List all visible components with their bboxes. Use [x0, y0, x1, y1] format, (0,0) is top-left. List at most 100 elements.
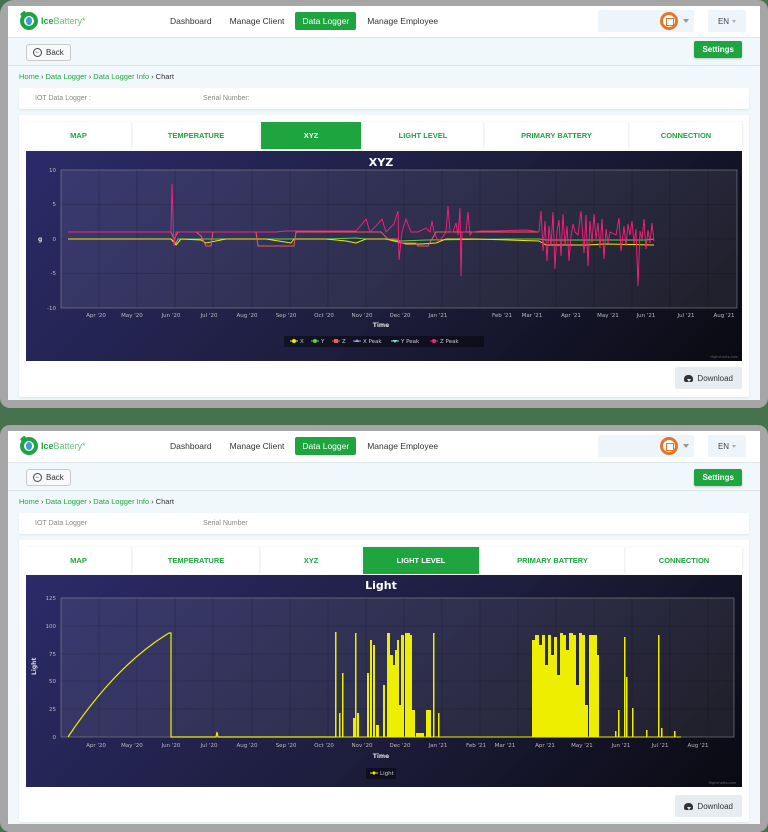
breadcrumb-data-logger-info[interactable]: Data Logger Info [93, 72, 150, 81]
legend-items: X Y Z X Peak Y Peak Z Peak [290, 339, 459, 345]
action-bar: ← Back Settings [8, 463, 760, 491]
legend-item-z-peak[interactable]: Z Peak [430, 339, 459, 345]
download-label: Download [697, 373, 733, 383]
logo[interactable]: IceBattery* [19, 435, 86, 455]
light-chart-svg: Light 125 100 75 [31, 579, 737, 785]
cloud-download-icon [684, 374, 694, 382]
xyz-chart[interactable]: XYZ 10 5 0 -5 [26, 151, 742, 361]
svg-text:X Peak: X Peak [363, 339, 382, 345]
nav-data-logger[interactable]: Data Logger [295, 12, 357, 30]
logo-mark: * [82, 441, 86, 451]
logo-mark: * [82, 16, 86, 26]
settings-button[interactable]: Settings [694, 41, 742, 58]
back-label: Back [46, 48, 64, 57]
y-axis-labels: 125 100 75 50 25 0 [46, 596, 57, 741]
tab-primary-battery[interactable]: PRIMARY BATTERY [481, 547, 624, 574]
legend-item-y-peak[interactable]: Y Peak [391, 339, 420, 345]
breadcrumb-home[interactable]: Home [19, 497, 40, 506]
svg-text:Z Peak: Z Peak [440, 339, 459, 345]
tab-xyz[interactable]: XYZ [261, 122, 361, 149]
settings-button[interactable]: Settings [694, 469, 742, 486]
svg-text:Jun '21: Jun '21 [636, 313, 656, 319]
nav-dashboard[interactable]: Dashboard [170, 16, 212, 26]
nav-manage-client[interactable]: Manage Client [229, 16, 285, 26]
legend-item-y[interactable]: Y [311, 339, 325, 345]
svg-text:Oct '20: Oct '20 [314, 313, 334, 319]
tab-connection[interactable]: CONNECTION [626, 547, 742, 574]
svg-text:Jun '21: Jun '21 [611, 743, 631, 749]
tab-primary-battery[interactable]: PRIMARY BATTERY [485, 122, 628, 149]
user-menu[interactable] [598, 10, 694, 32]
svg-text:0: 0 [53, 237, 57, 243]
tab-light-level[interactable]: LIGHT LEVEL [363, 547, 479, 574]
nav-manage-employee[interactable]: Manage Employee [367, 16, 439, 26]
x-axis-labels: Apr '20 May '20 Jun '20 Jul '20 Aug '20 … [86, 313, 734, 319]
arrow-left-circle-icon: ← [33, 473, 42, 482]
svg-text:Jul '21: Jul '21 [677, 313, 695, 319]
svg-text:Apr '20: Apr '20 [86, 313, 106, 319]
tab-temperature[interactable]: TEMPERATURE [133, 122, 259, 149]
svg-text:Aug '21: Aug '21 [714, 313, 735, 319]
svg-text:Jul '20: Jul '20 [200, 313, 218, 319]
light-chart[interactable]: Light 125 100 75 [26, 575, 742, 787]
svg-text:-10: -10 [47, 306, 56, 312]
chevron-down-icon [732, 444, 737, 448]
breadcrumb-home[interactable]: Home [19, 72, 40, 81]
tab-temperature[interactable]: TEMPERATURE [133, 547, 259, 574]
chart-credits[interactable]: Highcharts.com [710, 355, 738, 359]
svg-text:50: 50 [49, 679, 56, 685]
breadcrumb: Home › Data Logger › Data Logger Info › Chart [19, 497, 175, 506]
chevron-down-icon [732, 19, 737, 23]
legend-item-z[interactable]: Z [332, 339, 346, 345]
window-xyz: IceBattery* Dashboard Manage Client Data… [0, 0, 768, 408]
legend-item-x[interactable]: X [290, 339, 304, 345]
legend-item-light[interactable]: Light [370, 771, 395, 777]
svg-text:Jun '20: Jun '20 [161, 743, 181, 749]
nav-manage-employee[interactable]: Manage Employee [367, 441, 439, 451]
language-select[interactable]: EN [708, 10, 746, 32]
download-button[interactable]: Download [675, 367, 742, 389]
tab-connection[interactable]: CONNECTION [630, 122, 742, 149]
language-value: EN [717, 16, 730, 26]
back-button[interactable]: ← Back [26, 469, 71, 486]
nav-data-logger[interactable]: Data Logger [295, 437, 357, 455]
chevron-down-icon [683, 19, 689, 23]
svg-text:Y Peak: Y Peak [400, 339, 420, 345]
svg-text:0: 0 [53, 735, 57, 741]
nav-dashboard[interactable]: Dashboard [170, 441, 212, 451]
tab-map[interactable]: MAP [26, 122, 131, 149]
legend [284, 336, 484, 347]
svg-text:Mar '21: Mar '21 [495, 743, 516, 749]
breadcrumb-current: Chart [155, 72, 175, 81]
tab-light-level[interactable]: LIGHT LEVEL [363, 122, 483, 149]
language-select[interactable]: EN [708, 435, 746, 457]
iot-data-logger-label: IOT Data Logger : [35, 95, 91, 102]
svg-text:Dec '20: Dec '20 [390, 313, 411, 319]
svg-text:Nov '20: Nov '20 [352, 743, 373, 749]
back-button[interactable]: ← Back [26, 44, 71, 61]
logo[interactable]: IceBattery* [19, 10, 86, 30]
breadcrumb-data-logger-info[interactable]: Data Logger Info [93, 497, 150, 506]
breadcrumb-data-logger[interactable]: Data Logger [45, 72, 87, 81]
logo-icon [19, 10, 38, 30]
top-navbar: IceBattery* Dashboard Manage Client Data… [8, 431, 760, 463]
user-menu[interactable] [598, 435, 694, 457]
download-button[interactable]: Download [675, 795, 742, 817]
window-light: IceBattery* Dashboard Manage Client Data… [0, 425, 768, 832]
cloud-download-icon [684, 802, 694, 810]
chart-credits[interactable]: Highcharts.com [708, 781, 736, 785]
legend-item-x-peak[interactable]: X Peak [353, 339, 382, 345]
chart-card: MAP TEMPERATURE XYZ LIGHT LEVEL PRIMARY … [19, 115, 749, 397]
svg-text:125: 125 [46, 596, 57, 602]
nav-manage-client[interactable]: Manage Client [229, 441, 285, 451]
tab-xyz[interactable]: XYZ [261, 547, 361, 574]
tab-map[interactable]: MAP [26, 547, 131, 574]
company-logo-icon [660, 12, 678, 30]
main-nav: Dashboard Manage Client Data Logger Mana… [163, 437, 445, 455]
company-logo-icon [660, 437, 678, 455]
svg-text:Dec '20: Dec '20 [390, 743, 411, 749]
breadcrumb-data-logger[interactable]: Data Logger [45, 497, 87, 506]
chart-card: MAP TEMPERATURE XYZ LIGHT LEVEL PRIMARY … [19, 540, 749, 822]
breadcrumb-current: Chart [155, 497, 175, 506]
y-axis-title: g [38, 236, 42, 243]
